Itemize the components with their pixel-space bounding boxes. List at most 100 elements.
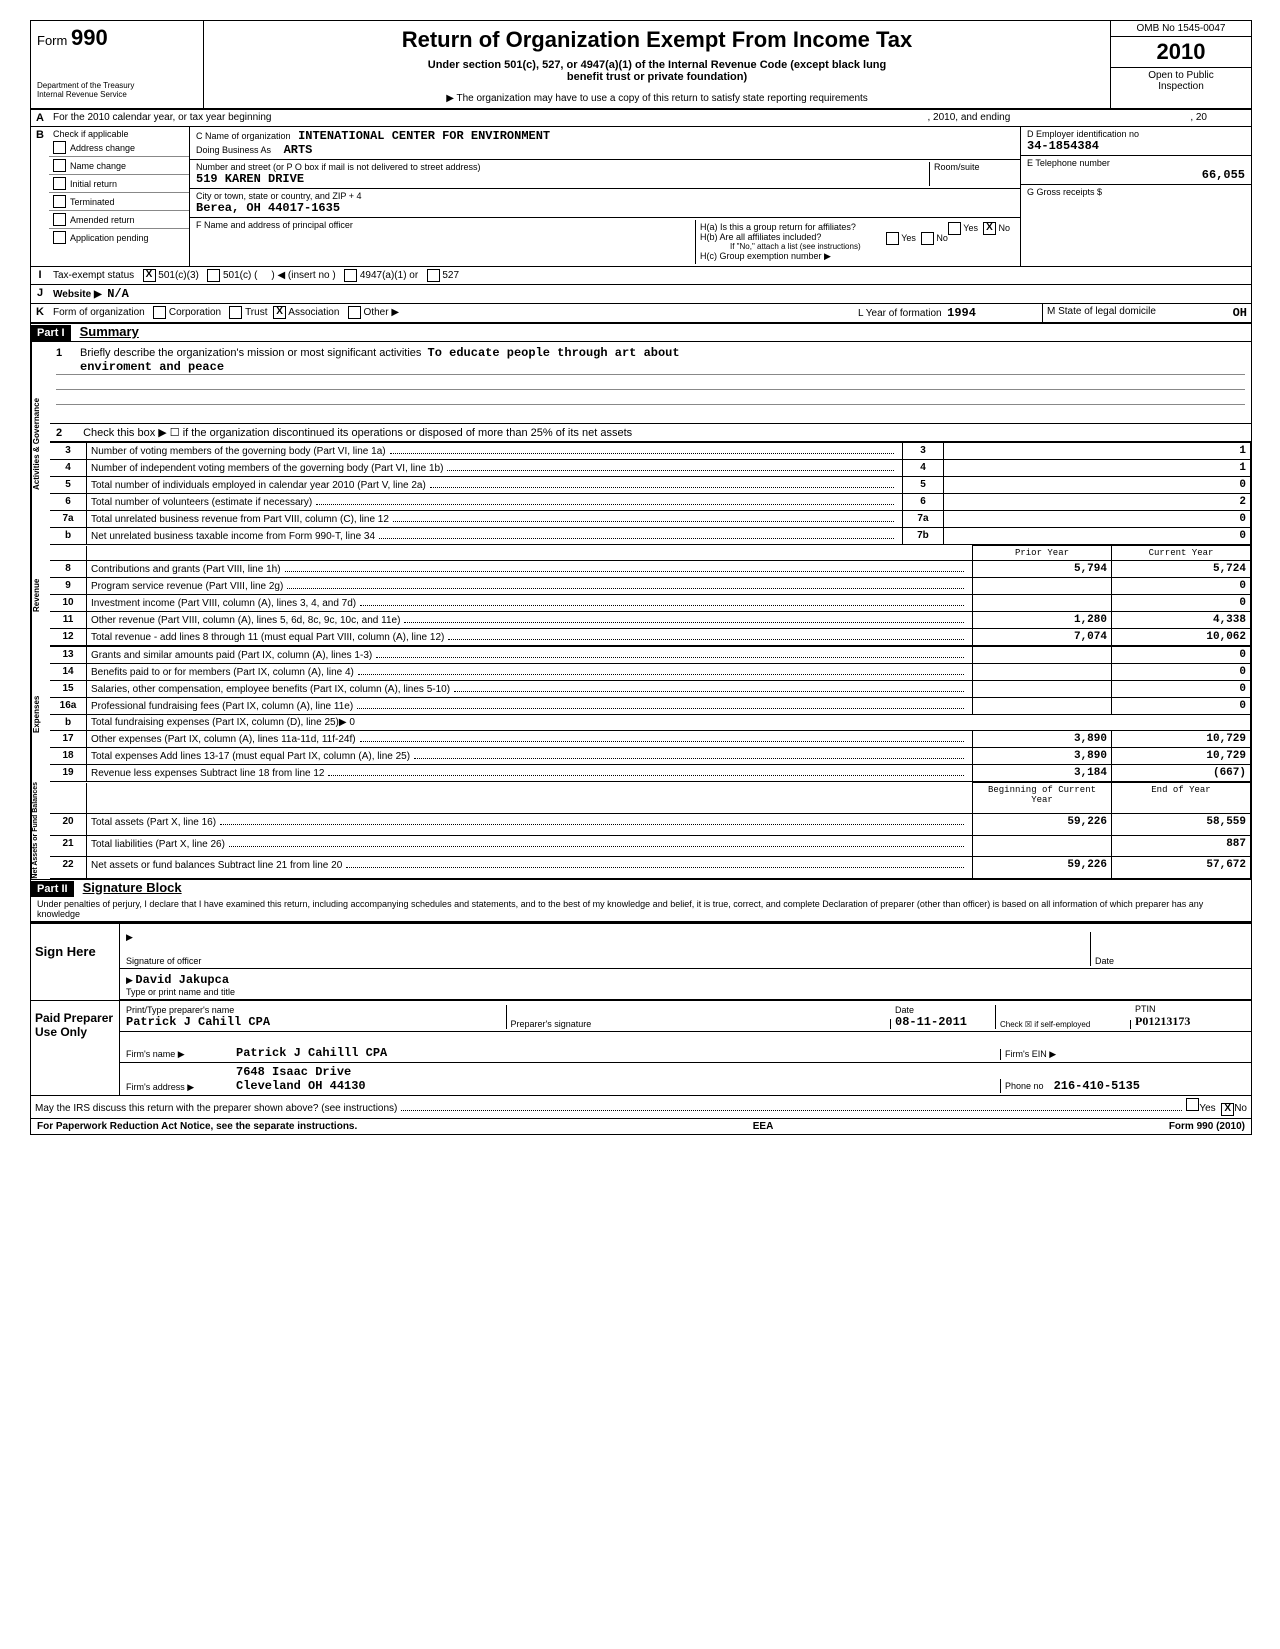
ha-yes: Yes xyxy=(963,223,978,233)
d-label: D Employer identification no xyxy=(1027,129,1139,139)
line1-val: To educate people through art about xyxy=(428,346,680,360)
check-label: Check if applicable xyxy=(49,127,189,139)
opt-527: 527 xyxy=(442,270,459,281)
prep-name: Patrick J Cahill CPA xyxy=(126,1015,270,1029)
line-a-mid: , 2010, and ending xyxy=(927,112,1010,124)
form-foot: Form 990 (2010) xyxy=(1169,1121,1245,1132)
check-name-label: Name change xyxy=(70,161,126,171)
inspect1: Open to Public xyxy=(1113,70,1249,81)
paid-prep-block: Paid Preparer Use Only Print/Type prepar… xyxy=(31,1000,1251,1095)
check-501c[interactable] xyxy=(207,269,220,282)
dba-label: Doing Business As xyxy=(196,145,271,155)
part1-exp: Expenses 13 Grants and similar amounts p… xyxy=(31,646,1251,782)
copy-note: ▶ The organization may have to use a cop… xyxy=(212,93,1102,104)
j-value: N/A xyxy=(107,287,129,301)
line-a-end: , 20 xyxy=(1190,112,1207,124)
b-mid: C Name of organization INTENATIONAL CENT… xyxy=(190,127,1021,266)
l-val: 1994 xyxy=(947,306,976,320)
check-4947[interactable] xyxy=(344,269,357,282)
g-label: G Gross receipts $ xyxy=(1027,187,1102,197)
firm-ein-label: Firm's EIN ▶ xyxy=(1000,1049,1245,1060)
prep-date: 08-11-2011 xyxy=(895,1015,967,1029)
opt-assoc: Association xyxy=(288,307,339,318)
b-checks: Check if applicable Address change Name … xyxy=(49,127,190,266)
hc-label: H(c) Group exemption number ▶ xyxy=(700,251,1010,262)
check-corp[interactable] xyxy=(153,306,166,319)
ptin-label: PTIN xyxy=(1135,1004,1156,1014)
form-label: Form xyxy=(37,33,67,48)
firm-addr2: Cleveland OH 44130 xyxy=(236,1079,366,1093)
eea: EEA xyxy=(753,1121,774,1132)
firm-addr1: 7648 Isaac Drive xyxy=(236,1065,351,1079)
part1-body: Activities & Governance 1 Briefly descri… xyxy=(31,342,1251,545)
l-label: L Year of formation xyxy=(858,308,942,319)
letter-a: A xyxy=(31,110,49,126)
firm-name-label: Firm's name ▶ xyxy=(126,1049,236,1060)
form-title: Return of Organization Exempt From Incom… xyxy=(212,27,1102,53)
line-a-text: For the 2010 calendar year, or tax year … xyxy=(53,112,271,124)
line-k: K Form of organization Corporation Trust… xyxy=(31,304,1251,324)
j-label: Website ▶ xyxy=(53,289,102,300)
opt-trust: Trust xyxy=(245,307,267,318)
part1-net: Net Assets or Fund Balances Beginning of… xyxy=(31,782,1251,880)
inspect2: Inspection xyxy=(1113,81,1249,92)
officer-name: David Jakupca xyxy=(135,973,229,987)
opt-corp: Corporation xyxy=(169,307,221,318)
summary-rows-c: Beginning of Current Year End of Year20 … xyxy=(50,782,1251,879)
part1-rev: Revenue Prior Year Current Year8 Contrib… xyxy=(31,545,1251,646)
discuss-no[interactable]: X xyxy=(1221,1103,1234,1116)
addr-label: Number and street (or P O box if mail is… xyxy=(196,162,480,172)
line-j: J Website ▶ N/A xyxy=(31,285,1251,304)
b-right: D Employer identification no 34-1854384 … xyxy=(1021,127,1251,266)
org-name: INTENATIONAL CENTER FOR ENVIRONMENT xyxy=(298,129,550,143)
check-501c3[interactable]: X xyxy=(143,269,156,282)
tax-year: 2010 xyxy=(1111,37,1251,68)
discuss-yes[interactable] xyxy=(1186,1098,1199,1111)
line-i: I Tax-exempt status X 501(c)(3) 501(c) (… xyxy=(31,267,1251,285)
m-val: OH xyxy=(1233,306,1247,320)
opt-501c: 501(c) ( xyxy=(223,270,257,281)
part1-header: Part I xyxy=(31,325,71,341)
city: Berea, OH 44017-1635 xyxy=(196,201,340,215)
sign-here-block: Sign Here ▶ Signature of officer Date ▶ … xyxy=(31,922,1251,1000)
ptin: P01213173 xyxy=(1135,1014,1190,1028)
part2-header-row: Part II Signature Block xyxy=(31,880,1251,897)
phone-label: Phone no xyxy=(1005,1081,1044,1091)
ha-no: No xyxy=(998,223,1010,233)
check-527[interactable] xyxy=(427,269,440,282)
date-label: Date xyxy=(1095,956,1114,966)
line2: Check this box ▶ ☐ if the organization d… xyxy=(83,427,632,439)
line-a: A For the 2010 calendar year, or tax yea… xyxy=(31,110,1251,127)
k-label: Form of organization xyxy=(53,307,145,318)
dba: ARTS xyxy=(284,143,313,157)
header-right: OMB No 1545-0047 2010 Open to Public Ins… xyxy=(1110,21,1251,108)
opt-4947: 4947(a)(1) or xyxy=(360,270,418,281)
check-term[interactable]: Terminated xyxy=(49,193,189,211)
addr: 519 KAREN DRIVE xyxy=(196,172,304,186)
check-trust[interactable] xyxy=(229,306,242,319)
part1-header-row: Part I Summary xyxy=(31,324,1251,342)
header-left: Form 990 Department of the Treasury Inte… xyxy=(31,21,204,108)
summary-rows-a: 3 Number of voting members of the govern… xyxy=(50,442,1251,545)
discuss-row: May the IRS discuss this return with the… xyxy=(31,1095,1251,1119)
check-amend-label: Amended return xyxy=(70,215,135,225)
penalty-text: Under penalties of perjury, I declare th… xyxy=(31,897,1251,922)
check-amend[interactable]: Amended return xyxy=(49,211,189,229)
ha-label: H(a) Is this a group return for affiliat… xyxy=(700,222,856,232)
check-other[interactable] xyxy=(348,306,361,319)
vert-activities: Activities & Governance xyxy=(31,342,50,545)
m-label: M State of legal domicile xyxy=(1047,306,1156,317)
section-b: B Check if applicable Address change Nam… xyxy=(31,127,1251,267)
opt-insert: ) ◀ (insert no ) xyxy=(271,270,335,281)
form-number: 990 xyxy=(71,25,108,50)
check-initial[interactable]: Initial return xyxy=(49,175,189,193)
check-assoc[interactable]: X xyxy=(273,306,286,319)
check-name[interactable]: Name change xyxy=(49,157,189,175)
irs: Internal Revenue Service xyxy=(37,90,197,99)
discuss-yes-label: Yes xyxy=(1199,1103,1215,1114)
check-addr[interactable]: Address change xyxy=(49,139,189,157)
check-app[interactable]: Application pending xyxy=(49,229,189,246)
header-center: Return of Organization Exempt From Incom… xyxy=(204,21,1110,108)
letter-b: B xyxy=(31,127,49,266)
prep-sig-label: Preparer's signature xyxy=(511,1019,592,1029)
